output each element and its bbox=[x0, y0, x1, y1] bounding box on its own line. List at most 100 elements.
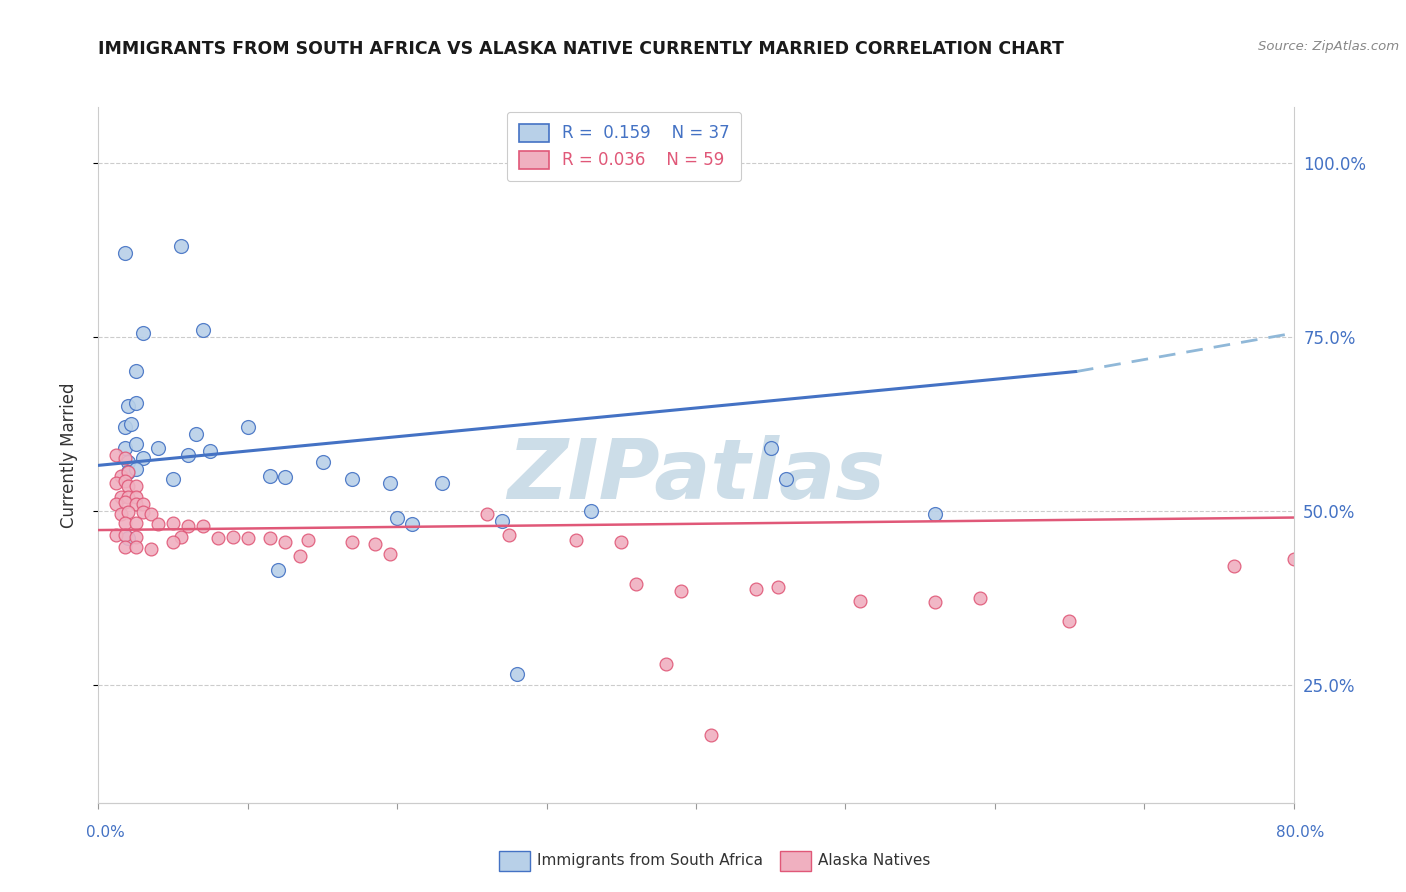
Point bbox=[378, 547, 401, 561]
Point bbox=[342, 534, 364, 549]
Point bbox=[117, 455, 139, 469]
Point bbox=[125, 540, 148, 554]
Point bbox=[430, 475, 453, 490]
Point bbox=[110, 507, 132, 521]
Text: 0.0%: 0.0% bbox=[86, 825, 125, 839]
Point bbox=[125, 497, 148, 511]
Point bbox=[105, 497, 128, 511]
Point bbox=[125, 490, 148, 504]
Point bbox=[766, 580, 789, 594]
Point bbox=[125, 437, 148, 451]
Point bbox=[139, 507, 162, 521]
Point bbox=[117, 532, 139, 546]
Point bbox=[669, 583, 692, 598]
Point bbox=[1282, 552, 1305, 566]
Point bbox=[222, 530, 245, 544]
Point bbox=[969, 591, 991, 605]
Point bbox=[475, 507, 498, 521]
Point bbox=[114, 420, 136, 434]
Point bbox=[132, 497, 155, 511]
Point bbox=[236, 532, 259, 546]
Point bbox=[148, 441, 170, 455]
Point bbox=[626, 576, 648, 591]
Point bbox=[236, 420, 259, 434]
Point bbox=[117, 466, 139, 480]
Point bbox=[169, 239, 191, 253]
Point bbox=[139, 541, 162, 556]
Point bbox=[125, 462, 148, 476]
Point bbox=[162, 472, 184, 486]
Point bbox=[745, 582, 768, 596]
Point bbox=[259, 468, 281, 483]
Point bbox=[125, 530, 148, 544]
Point bbox=[125, 396, 148, 410]
Point bbox=[105, 475, 128, 490]
Point bbox=[259, 532, 281, 546]
Point bbox=[655, 657, 678, 671]
Point bbox=[498, 528, 520, 542]
Point bbox=[114, 246, 136, 260]
Point bbox=[207, 532, 229, 546]
Point bbox=[378, 475, 401, 490]
Point bbox=[274, 470, 297, 484]
Point bbox=[110, 490, 132, 504]
Point bbox=[184, 427, 207, 442]
Point bbox=[565, 533, 588, 547]
Point bbox=[114, 528, 136, 542]
Point bbox=[191, 323, 214, 337]
Point bbox=[1223, 559, 1246, 574]
Point bbox=[177, 519, 200, 533]
Point bbox=[114, 540, 136, 554]
Point bbox=[169, 530, 191, 544]
Point bbox=[105, 448, 128, 462]
Point bbox=[342, 472, 364, 486]
Point bbox=[114, 516, 136, 530]
Point bbox=[105, 528, 128, 542]
Point bbox=[385, 510, 409, 524]
Point bbox=[114, 451, 136, 466]
Point bbox=[125, 516, 148, 530]
Point bbox=[120, 417, 142, 431]
Point bbox=[117, 466, 139, 480]
Point bbox=[924, 507, 946, 521]
Text: ZIPatlas: ZIPatlas bbox=[508, 435, 884, 516]
Point bbox=[700, 728, 723, 742]
Point bbox=[125, 364, 148, 378]
Point bbox=[506, 667, 529, 681]
Y-axis label: Currently Married: Currently Married bbox=[59, 382, 77, 528]
Point bbox=[132, 505, 155, 519]
Text: Alaska Natives: Alaska Natives bbox=[818, 854, 931, 868]
Text: 80.0%: 80.0% bbox=[1277, 825, 1324, 839]
Point bbox=[191, 519, 214, 533]
Point bbox=[610, 534, 633, 549]
Point bbox=[162, 516, 184, 530]
Point bbox=[491, 514, 513, 528]
Point bbox=[162, 534, 184, 549]
Point bbox=[775, 472, 797, 486]
Point bbox=[274, 534, 297, 549]
Point bbox=[114, 495, 136, 509]
Point bbox=[177, 448, 200, 462]
Point bbox=[117, 490, 139, 504]
Point bbox=[401, 517, 423, 532]
Point bbox=[114, 441, 136, 455]
Point bbox=[849, 594, 872, 608]
Point bbox=[117, 505, 139, 519]
Point bbox=[132, 451, 155, 466]
Point bbox=[581, 503, 603, 517]
Point bbox=[132, 326, 155, 340]
Point bbox=[311, 455, 333, 469]
Text: IMMIGRANTS FROM SOUTH AFRICA VS ALASKA NATIVE CURRENTLY MARRIED CORRELATION CHAR: IMMIGRANTS FROM SOUTH AFRICA VS ALASKA N… bbox=[98, 40, 1064, 58]
Point bbox=[200, 444, 222, 458]
Point bbox=[267, 563, 290, 577]
Point bbox=[364, 537, 387, 551]
Point bbox=[1059, 614, 1081, 628]
Point bbox=[297, 533, 319, 547]
Point bbox=[288, 549, 311, 563]
Text: Source: ZipAtlas.com: Source: ZipAtlas.com bbox=[1258, 40, 1399, 54]
Point bbox=[117, 479, 139, 493]
Point bbox=[148, 517, 170, 532]
Point bbox=[759, 441, 782, 455]
Legend: R =  0.159    N = 37, R = 0.036    N = 59: R = 0.159 N = 37, R = 0.036 N = 59 bbox=[508, 112, 741, 181]
Text: Immigrants from South Africa: Immigrants from South Africa bbox=[537, 854, 763, 868]
